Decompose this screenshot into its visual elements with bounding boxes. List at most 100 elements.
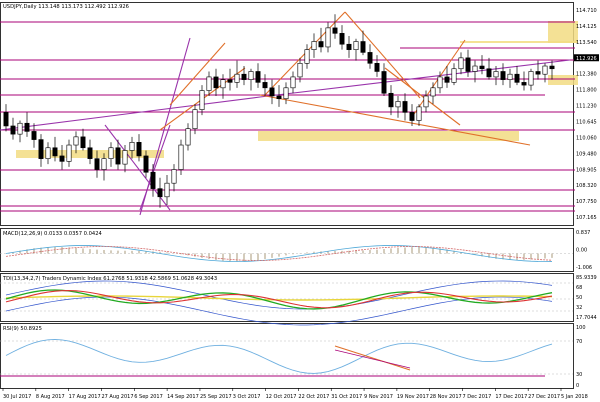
rsi-line	[5, 339, 553, 374]
x-axis-label: 7 Dec 2017	[463, 394, 492, 400]
trend-line-1	[259, 59, 571, 98]
x-axis-label: 9 Nov 2017	[364, 394, 393, 400]
candle-body	[241, 73, 247, 80]
candle-body	[346, 43, 352, 50]
zone-4	[460, 41, 578, 43]
candle-body	[24, 122, 30, 132]
candle-body	[94, 158, 100, 170]
candle-body	[171, 169, 177, 184]
macd-panel-frame	[0, 228, 574, 272]
current-price-box	[574, 54, 599, 62]
candle-body	[234, 73, 240, 83]
price-tick-label: 111.800	[576, 88, 597, 94]
tdi-tick-label: 68	[576, 285, 582, 291]
macd-main-line	[5, 246, 553, 261]
tdi-rsi-price-line	[5, 289, 553, 310]
candle-body	[164, 182, 170, 198]
rsi-tick-label: 70	[576, 339, 582, 345]
candle-body	[17, 122, 23, 135]
candle-body	[549, 65, 555, 70]
trend-line-3	[139, 124, 171, 211]
x-axis-label: 3 Oct 2017	[233, 394, 261, 400]
main-panel-frame	[0, 2, 574, 226]
candle-body	[269, 87, 275, 97]
candle-body	[430, 87, 436, 97]
candle-body	[514, 73, 520, 83]
price-tick-label: 110.060	[576, 135, 597, 141]
candle-body	[360, 41, 366, 53]
x-axis-label: 8 Aug 2017	[36, 394, 65, 400]
trend-line-10	[259, 94, 531, 146]
candle-body	[255, 71, 261, 83]
x-axis-label: 5 Jan 2018	[561, 394, 588, 400]
candle-body	[38, 139, 44, 159]
candle-body	[353, 41, 359, 50]
x-axis-label: 14 Sep 2017	[167, 394, 199, 400]
candle-body	[451, 68, 457, 83]
price-tick-label: 114.125	[576, 24, 597, 30]
candle-body	[10, 125, 16, 135]
price-tick-label: 110.645	[576, 119, 597, 125]
rsi-trend-line-2	[334, 349, 411, 369]
candle-body	[521, 82, 527, 86]
candle-body	[402, 101, 408, 113]
x-axis-label: 27 Dec 2017	[528, 394, 560, 400]
candle-body	[318, 41, 324, 48]
candle-body	[500, 71, 506, 80]
price-tick-label: 112.380	[576, 72, 597, 78]
candle-body	[332, 27, 338, 34]
candle-body	[108, 147, 114, 159]
candle-body	[45, 147, 51, 159]
candle-body	[493, 71, 499, 78]
candle-body	[409, 112, 415, 121]
x-axis-label: 31 Oct 2017	[331, 394, 362, 400]
candle-body	[542, 65, 548, 75]
candle-body	[458, 57, 464, 70]
x-axis-label: 22 Oct 2017	[298, 394, 329, 400]
price-tick-label: 108.320	[576, 183, 597, 189]
candle-body	[157, 188, 163, 198]
candle-body	[59, 155, 65, 162]
candle-body	[437, 76, 443, 89]
zone-1	[258, 131, 519, 141]
candle-body	[297, 63, 303, 78]
candle-body	[101, 158, 107, 170]
candle-body	[178, 144, 184, 170]
rsi-panel-frame	[0, 323, 574, 389]
tdi-tick-label: 32	[576, 305, 582, 311]
price-tick-label: 111.230	[576, 104, 597, 110]
candle-body	[73, 136, 79, 146]
x-axis-label: 12 Oct 2017	[266, 394, 297, 400]
candle-body	[213, 76, 219, 89]
zone-3	[548, 75, 578, 85]
price-tick-label: 107.165	[576, 215, 597, 221]
price-tick-label: 108.905	[576, 167, 597, 173]
macd-tick-label: 0.00	[576, 248, 587, 254]
macd-tick-label: -1.006	[576, 265, 592, 271]
candle-body	[122, 150, 128, 165]
tdi-tick-label: 85.9339	[576, 275, 597, 281]
zone-2	[548, 21, 578, 43]
price-tick-label: 109.480	[576, 151, 597, 157]
candle-body	[416, 106, 422, 121]
candle-body	[129, 142, 135, 151]
tdi-tick-label: 50	[576, 295, 582, 301]
x-axis-label: 19 Nov 2017	[397, 394, 429, 400]
candle-body	[479, 65, 485, 70]
candle-body	[423, 95, 429, 108]
candle-body	[248, 71, 254, 80]
candle-body	[227, 79, 233, 83]
tdi-title: TDI(13,34,2,7) Traders Dynamic Index 61.…	[2, 276, 217, 282]
macd-title: MACD(12,26,9) 0.0133 0.0357 0.0424	[3, 231, 102, 237]
candle-body	[192, 109, 198, 129]
rsi-tick-label: 30	[576, 372, 582, 378]
x-axis-label: 17 Dec 2017	[495, 394, 527, 400]
candle-body	[374, 63, 380, 72]
candle-body	[486, 68, 492, 78]
candle-body	[276, 95, 282, 100]
candle-body	[465, 57, 471, 72]
candle-body	[66, 144, 72, 162]
x-axis-label: 17 Aug 2017	[69, 394, 101, 400]
candle-body	[115, 147, 121, 165]
